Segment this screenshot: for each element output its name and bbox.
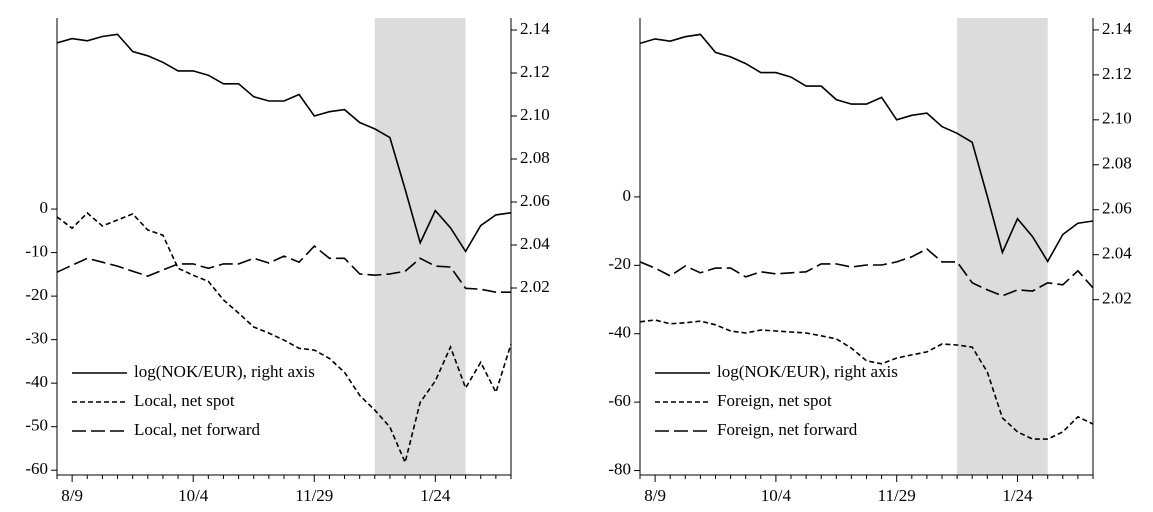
- y2-tick-label: 2.06: [1102, 199, 1132, 218]
- x-tick-label: 1/24: [1002, 486, 1033, 505]
- y-tick-label: -60: [25, 459, 48, 478]
- x-tick-label: 8/9: [644, 486, 666, 505]
- series-line: [56, 211, 512, 465]
- series-line: [56, 33, 512, 253]
- y2-tick-label: 2.12: [520, 62, 550, 81]
- legend-label: log(NOK/EUR), right axis: [134, 362, 315, 381]
- x-tick-label: 8/9: [61, 486, 83, 505]
- y-tick-label: -40: [25, 372, 48, 391]
- y2-tick-label: 2.10: [1102, 109, 1132, 128]
- legend-label: Local, net forward: [134, 420, 261, 439]
- legend-label: Local, net spot: [134, 391, 235, 410]
- y-tick-label: 0: [40, 198, 49, 217]
- y2-tick-label: 2.04: [520, 234, 550, 253]
- y2-tick-label: 2.10: [520, 105, 550, 124]
- y-tick-label: -80: [608, 459, 631, 478]
- series-line: [639, 247, 1094, 297]
- x-tick-label: 10/4: [761, 486, 792, 505]
- y2-tick-label: 2.04: [1102, 244, 1132, 263]
- y-tick-label: -40: [608, 323, 631, 342]
- series-line: [639, 33, 1094, 263]
- y2-tick-label: 2.12: [1102, 64, 1132, 83]
- y-tick-label: -20: [608, 254, 631, 273]
- x-tick-label: 1/24: [420, 486, 451, 505]
- x-tick-label: 10/4: [178, 486, 209, 505]
- series-line: [56, 245, 511, 293]
- y2-tick-label: 2.02: [1102, 289, 1132, 308]
- legend-label: Foreign, net forward: [717, 420, 858, 439]
- y-tick-label: -60: [608, 391, 631, 410]
- shaded-period: [374, 18, 466, 475]
- legend-label: Foreign, net spot: [717, 391, 832, 410]
- y2-tick-label: 2.08: [1102, 154, 1132, 173]
- y-tick-label: -50: [25, 416, 48, 435]
- y-tick-label: -20: [25, 285, 48, 304]
- panel: 0 -10 -20 -30 -40 -50 -60 2.14 2.12 2.10 2.08 2.06 2…: [25, 18, 550, 505]
- y2-tick-label: 2.02: [520, 277, 550, 296]
- y-tick-label: 0: [623, 186, 632, 205]
- x-tick-label: 11/29: [878, 486, 916, 505]
- x-tick-label: 11/29: [295, 486, 333, 505]
- legend-label: log(NOK/EUR), right axis: [717, 362, 898, 381]
- y2-tick-label: 2.08: [520, 148, 550, 167]
- shaded-period: [957, 18, 1048, 475]
- y-tick-label: -10: [25, 241, 48, 260]
- y2-tick-label: 2.06: [520, 191, 550, 210]
- panel: 0 -20 -40 -60 -80 2.14 2.12 2.10 2.08 2.06 2.04 2.0…: [608, 18, 1132, 505]
- y2-tick-label: 2.14: [1102, 19, 1132, 38]
- y-tick-label: -30: [25, 329, 48, 348]
- series-line: [639, 319, 1094, 440]
- y2-tick-label: 2.14: [520, 19, 550, 38]
